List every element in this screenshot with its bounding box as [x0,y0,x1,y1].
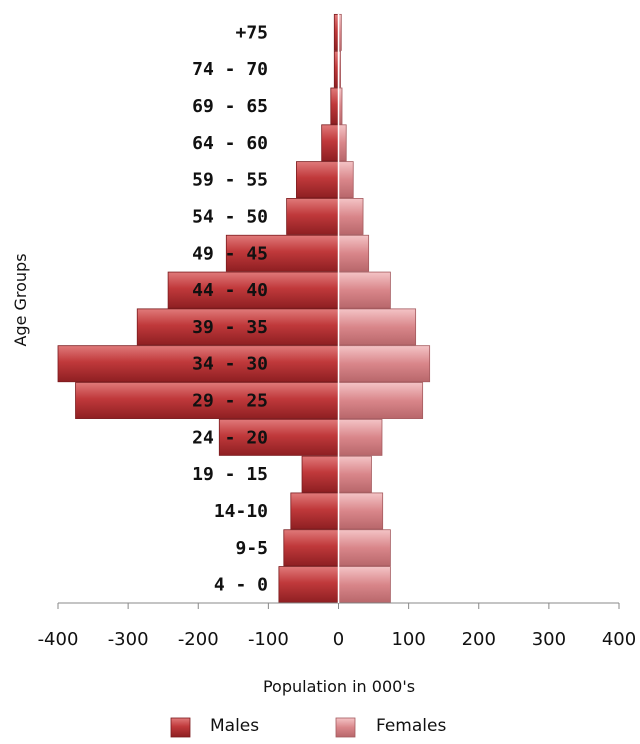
legend-swatch-males [170,717,191,738]
bars-layer [57,13,431,604]
category-label: 64 - 60 [192,133,268,154]
category-label: 74 - 70 [192,59,268,80]
legend: Males Females [170,716,446,738]
category-label: 59 - 55 [192,170,268,191]
x-axis-title: Population in 000's [263,677,415,696]
category-labels: 4 - 0 9-5 14-10 19 - 15 24 - 20 29 - 25 34 - 3… [192,22,268,595]
bar-males-12 [296,161,339,199]
bar-females-5 [338,418,383,456]
x-tick-label: -200 [178,629,219,650]
bar-males-7 [57,345,339,383]
category-label: 69 - 65 [192,96,268,117]
category-label: 19 - 15 [192,464,268,485]
bar-females-11 [338,198,364,235]
x-tick-label: 300 [532,629,566,650]
bar-males-4 [301,455,339,493]
category-label: 34 - 30 [192,354,268,375]
bar-females-12 [338,161,354,199]
bar-males-13 [321,124,339,162]
bar-females-2 [338,529,391,567]
bar-males-6 [75,382,339,419]
category-label: +75 [235,22,268,43]
bar-males-11 [286,198,339,235]
bar-females-3 [338,492,384,530]
category-label: 39 - 35 [192,317,268,338]
legend-label-males: Males [210,716,259,736]
x-tick-label: 0 [333,629,344,650]
bar-females-9 [338,271,391,309]
category-label: 9-5 [235,538,268,559]
bar-males-1 [278,566,339,604]
x-tick-label: -300 [108,629,149,650]
category-label: 24 - 20 [192,427,268,448]
bar-females-1 [338,566,391,604]
x-tick-label: 100 [391,629,425,650]
bar-females-8 [338,308,417,346]
bar-males-14 [330,87,339,125]
category-label: 14-10 [214,501,268,522]
x-tick-label: -400 [38,629,79,650]
x-tick-label: 200 [462,629,496,650]
y-axis-title: Age Groups [11,253,30,346]
bar-males-2 [283,529,339,567]
x-tick-label: -100 [248,629,289,650]
bar-males-5 [218,418,339,456]
category-label: 4 - 0 [214,575,268,596]
bar-males-9 [167,271,339,309]
bar-females-10 [338,234,370,272]
category-label: 49 - 45 [192,243,268,264]
bar-males-8 [136,308,339,346]
bar-males-10 [225,234,339,272]
legend-label-females: Females [376,716,446,736]
category-label: 54 - 50 [192,206,268,227]
bar-females-13 [338,124,347,162]
bar-females-6 [338,382,424,419]
bar-females-7 [338,345,431,383]
x-axis: -400 -300 -200 -100 0 100 200 300 400 [38,14,636,650]
legend-swatch-females [335,717,356,738]
x-tick-label: 400 [602,629,636,650]
bar-males-3 [290,492,339,530]
category-label: 29 - 25 [192,391,268,412]
bar-females-4 [338,455,372,493]
category-label: 44 - 40 [192,280,268,301]
